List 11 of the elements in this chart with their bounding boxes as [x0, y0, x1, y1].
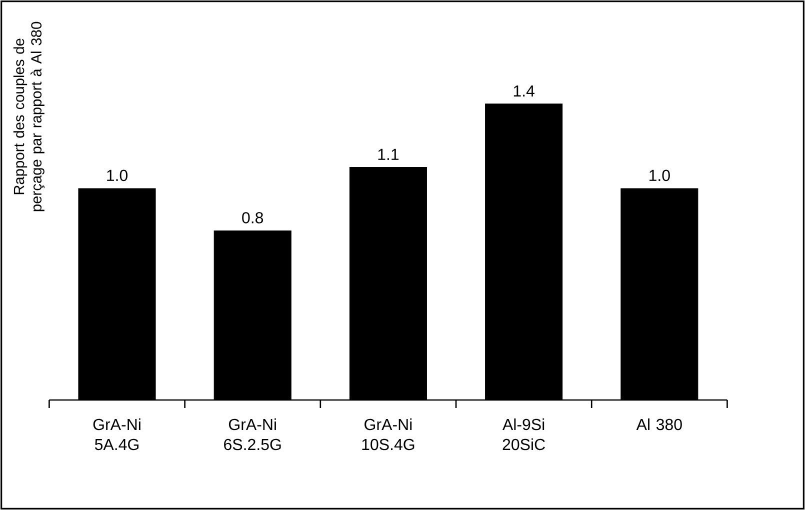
data-label: 1.0 — [650, 170, 670, 182]
x-tick-label: Al-9Si 20SiC — [502, 418, 545, 450]
x-tick-label: GrA-Ni 10S.4G — [362, 418, 414, 450]
x-tick-label: GrA-Ni 6S.2.5G — [224, 418, 281, 450]
x-tick-label: Al 380 — [636, 418, 682, 430]
y-axis-title: Rapport des couples de perçage par rapport à Al 380 — [13, 22, 44, 212]
data-label: 1.4 — [514, 85, 534, 96]
data-label: 1.0 — [107, 170, 128, 182]
data-label: 0.8 — [242, 212, 264, 224]
data-label: 1.1 — [378, 148, 399, 160]
x-tick-label: GrA-Ni 5A.4G — [93, 418, 140, 450]
